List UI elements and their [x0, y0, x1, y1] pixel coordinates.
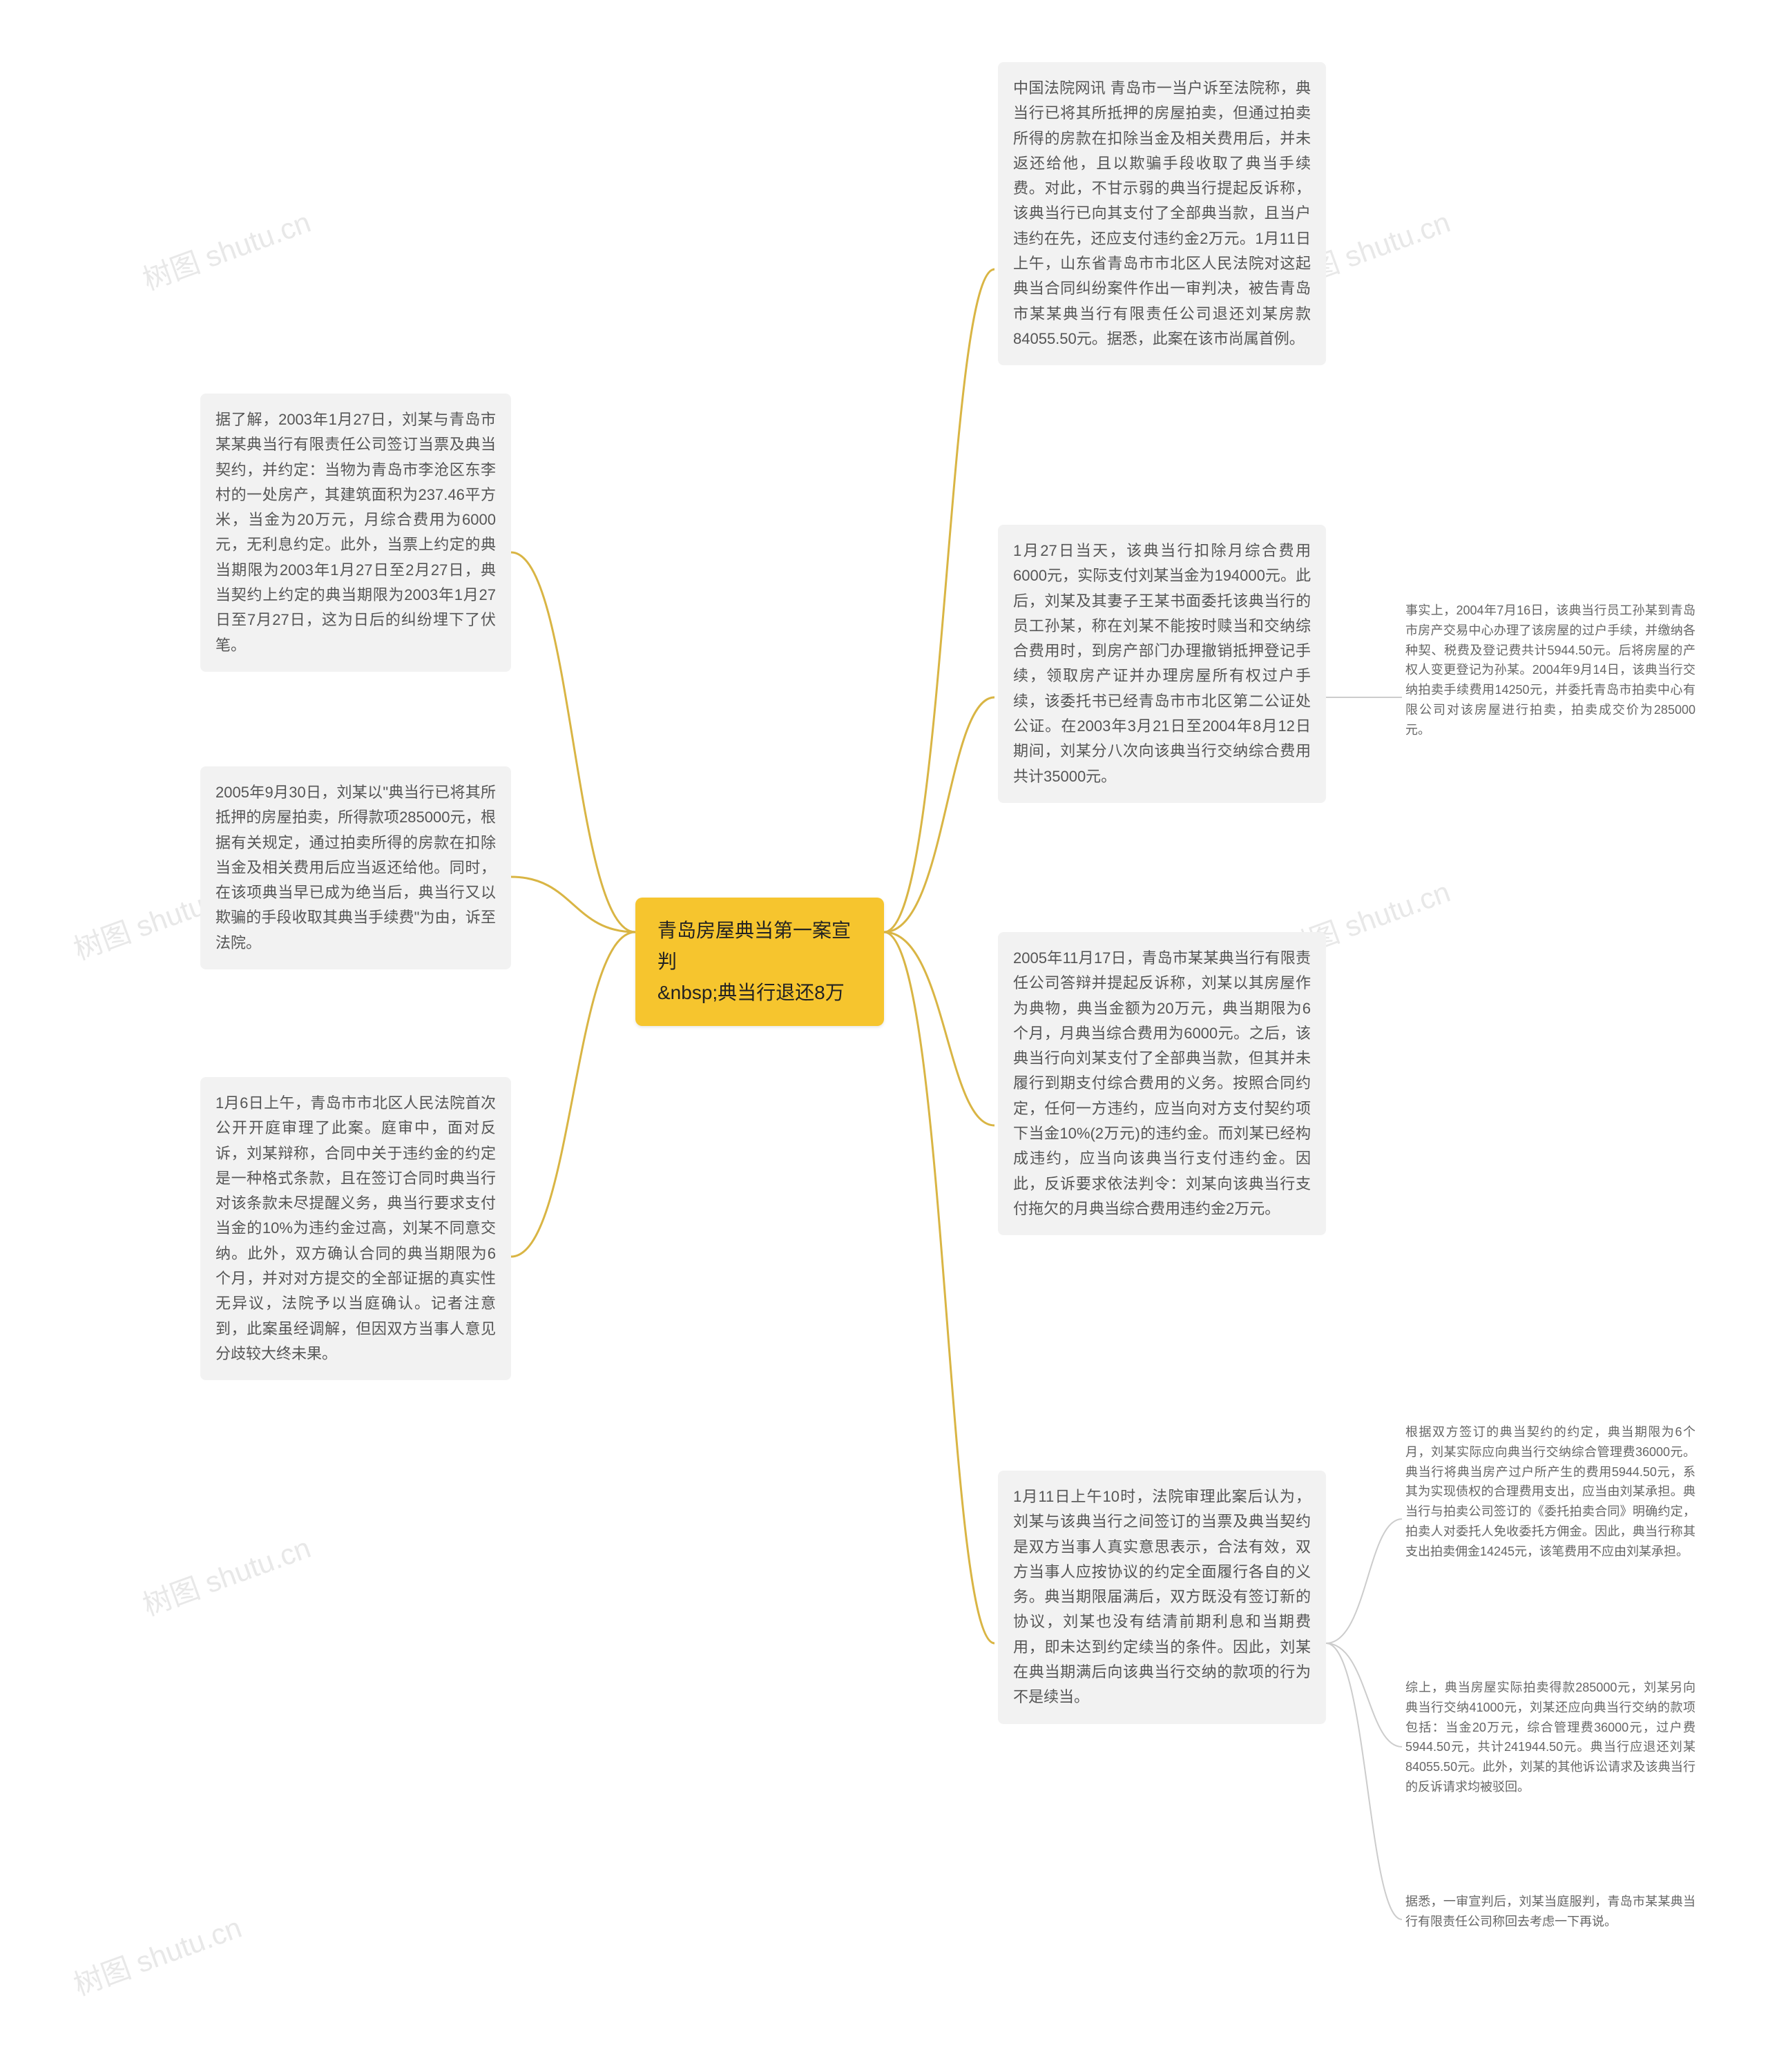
left-node-2: 2005年9月30日，刘某以"典当行已将其所抵押的房屋拍卖，所得款项285000… [200, 766, 511, 969]
right-node-2-detail: 事实上，2004年7月16日，该典当行员工孙某到青岛市房产交易中心办理了该房屋的… [1405, 601, 1695, 740]
left-node-3: 1月6日上午，青岛市市北区人民法院首次公开开庭审理了此案。庭审中，面对反诉，刘某… [200, 1077, 511, 1380]
right-node-4: 1月11日上午10时，法院审理此案后认为，刘某与该典当行之间签订的当票及典当契约… [998, 1471, 1326, 1724]
right-node-4-detail-2: 综上，典当房屋实际拍卖得款285000元，刘某另向典当行交纳41000元，刘某还… [1405, 1678, 1695, 1797]
right-node-4-detail-3: 据悉，一审宣判后，刘某当庭服判，青岛市某某典当行有限责任公司称回去考虑一下再说。 [1405, 1892, 1695, 1932]
right-node-4-detail-1: 根据双方签订的典当契约的约定，典当期限为6个月，刘某实际应向典当行交纳综合管理费… [1405, 1422, 1695, 1562]
right-node-2: 1月27日当天，该典当行扣除月综合费用6000元，实际支付刘某当金为194000… [998, 525, 1326, 803]
left-node-1: 据了解，2003年1月27日，刘某与青岛市某某典当行有限责任公司签订当票及典当契… [200, 394, 511, 672]
center-topic: 青岛房屋典当第一案宣判 &nbsp;典当行退还8万 [635, 898, 884, 1026]
center-line2: &nbsp;典当行退还8万 [657, 978, 862, 1009]
right-node-3: 2005年11月17日，青岛市某某典当行有限责任公司答辩并提起反诉称，刘某以其房… [998, 932, 1326, 1235]
center-line1: 青岛房屋典当第一案宣判 [657, 916, 862, 978]
right-node-1: 中国法院网讯 青岛市一当户诉至法院称，典当行已将其所抵押的房屋拍卖，但通过拍卖所… [998, 62, 1326, 365]
